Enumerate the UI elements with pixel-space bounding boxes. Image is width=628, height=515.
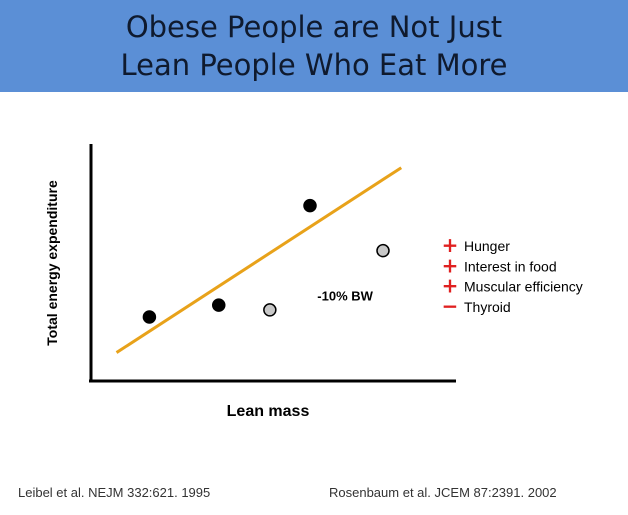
legend: + Hunger + Interest in food + Muscular effici… (442, 233, 583, 318)
chart-axes (89, 144, 456, 383)
legend-sign-1: + (442, 253, 459, 277)
title-line-1: Obese People are Not Just (125, 10, 503, 44)
legend-label-2: Muscular efficiency (464, 279, 583, 295)
legend-label-3: Thyroid (464, 299, 511, 315)
legend-label-1: Interest in food (464, 258, 557, 274)
legend-label-0: Hunger (464, 238, 510, 254)
data-point-s0-0 (142, 310, 157, 324)
data-point-s1-1 (376, 243, 390, 258)
legend-sign-2: + (442, 274, 459, 298)
y-axis-label: Total energy expenditure (44, 180, 60, 346)
citation-right: Rosenbaum et al. JCEM 87:2391. 2002 (329, 485, 557, 500)
data-point-s0-2 (303, 198, 317, 213)
trend-line (115, 166, 403, 354)
data-point-s0-1 (212, 298, 226, 312)
legend-sign-0: + (442, 233, 459, 257)
annotations: -10% BW (317, 288, 373, 303)
scatter-chart: Lean mass Total energy expenditure -10% … (44, 144, 583, 420)
x-axis-label: Lean mass (227, 403, 310, 420)
title-banner: Obese People are Not Just Lean People Wh… (0, 0, 628, 92)
data-point-s1-0 (263, 303, 277, 317)
title-line-2: Lean People Who Eat More (120, 48, 508, 82)
annotation-0: -10% BW (317, 288, 373, 303)
data-points (142, 198, 390, 324)
legend-sign-3: − (442, 294, 459, 318)
citation-left: Leibel et al. NEJM 332:621. 1995 (18, 485, 211, 500)
